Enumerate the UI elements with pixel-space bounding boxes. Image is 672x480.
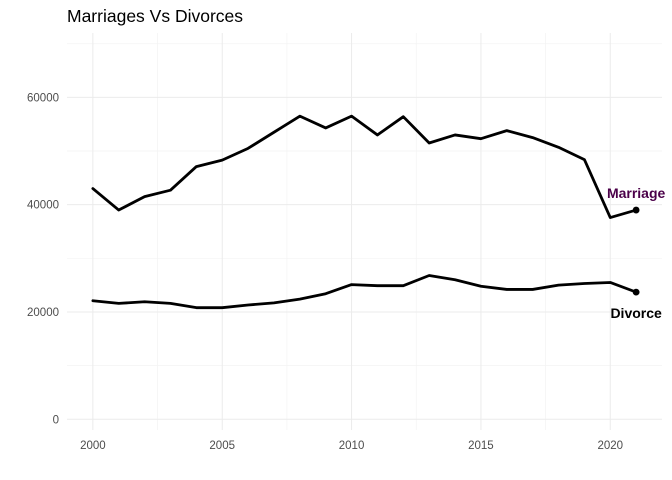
divorce-line — [91, 274, 638, 310]
major-gridlines — [67, 33, 662, 430]
y-tick-label: 40000 — [27, 200, 59, 212]
x-tick-label: 2020 — [597, 440, 623, 452]
y-tick-label: 60000 — [27, 92, 59, 104]
divorce-label: Divorce — [610, 305, 662, 321]
y-axis-tick-labels: 0 20000 40000 60000 — [27, 92, 59, 426]
chart-title: Marriages Vs Divorces — [67, 6, 243, 26]
x-tick-label: 2005 — [209, 440, 235, 452]
series-end-labels: Marriage Divorce — [607, 185, 666, 321]
x-tick-label: 2000 — [80, 440, 106, 452]
marriage-end-point — [632, 206, 640, 214]
x-tick-label: 2010 — [339, 440, 365, 452]
x-tick-label: 2015 — [468, 440, 494, 452]
marriage-line — [91, 114, 638, 219]
y-tick-label: 20000 — [27, 307, 59, 319]
series-lines — [91, 114, 640, 310]
x-axis-tick-labels: 2000 2005 2010 2015 2020 — [80, 440, 623, 452]
divorce-end-point — [632, 288, 640, 296]
minor-gridlines — [67, 33, 662, 430]
marriage-label: Marriage — [607, 185, 666, 201]
y-tick-label: 0 — [53, 414, 59, 426]
